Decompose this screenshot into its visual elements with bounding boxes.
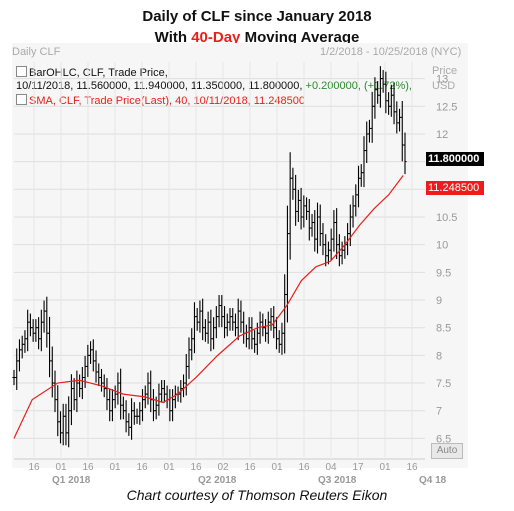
y-tick-label: 12 [436,129,448,141]
sma-value-tag: 11.248500 [426,181,484,195]
auto-scale-button[interactable]: Auto [431,443,463,459]
y-tick-label: 13 [436,74,448,86]
title-highlight: 40-Day [191,29,241,46]
y-tick-label: 9 [436,295,442,307]
x-tick-label: 01 [379,462,391,473]
x-tick-label: 01 [109,462,121,473]
legend-checkbox-icon[interactable] [16,66,27,77]
chart-credit: Chart courtesy of Thomson Reuters Eikon [126,487,388,503]
x-tick-label: 02 [217,462,229,473]
chart-header-symbol: Daily CLF [12,46,61,58]
y-tick-label: 6.5 [436,433,451,445]
x-tick-label: 16 [82,462,94,473]
axis-currency-label: USD [432,80,456,92]
x-tick-label: 01 [55,462,67,473]
quarter-label: Q3 2018 [318,475,357,486]
chart-title-line1: Daily of CLF since January 2018 [142,8,372,25]
x-tick-label: 16 [298,462,310,473]
y-tick-label: 8 [436,350,442,362]
x-tick-label: 01 [271,462,283,473]
x-tick-label: 04 [325,462,337,473]
x-tick-label: 16 [28,462,40,473]
quarter-label: Q1 2018 [52,475,91,486]
y-tick-label: 10 [436,240,448,252]
axis-price-label: Price [432,65,458,77]
last-price-tag: 11.800000 [426,152,484,166]
quarter-label: Q4 18 [419,475,447,486]
y-tick-label: 7.5 [436,378,451,390]
legend-checkbox-icon[interactable] [16,94,27,105]
sma-40-line [13,175,404,439]
quarter-label: Q2 2018 [198,475,237,486]
x-tick-label: 16 [136,462,148,473]
chart-header-range: 1/2/2018 - 10/25/2018 (NYC) [320,46,462,58]
y-tick-label: 7 [436,406,442,418]
y-tick-label: 8.5 [436,323,451,335]
y-tick-label: 12.5 [436,101,457,113]
x-tick-label: 16 [190,462,202,473]
y-tick-label: 9.5 [436,267,451,279]
legend-sma[interactable]: SMA, CLF, Trade Price(Last), 40, 10/11/2… [16,94,305,107]
legend-bar-ohlc[interactable]: BarOHLC, CLF, Trade Price, [16,66,168,79]
x-tick-label: 16 [244,462,256,473]
y-tick-label: 10.5 [436,212,457,224]
x-tick-label: 16 [406,462,418,473]
x-tick-label: 01 [163,462,175,473]
chart-title-line2: With 40-Day Moving Average [154,29,360,46]
x-tick-label: 17 [352,462,364,473]
